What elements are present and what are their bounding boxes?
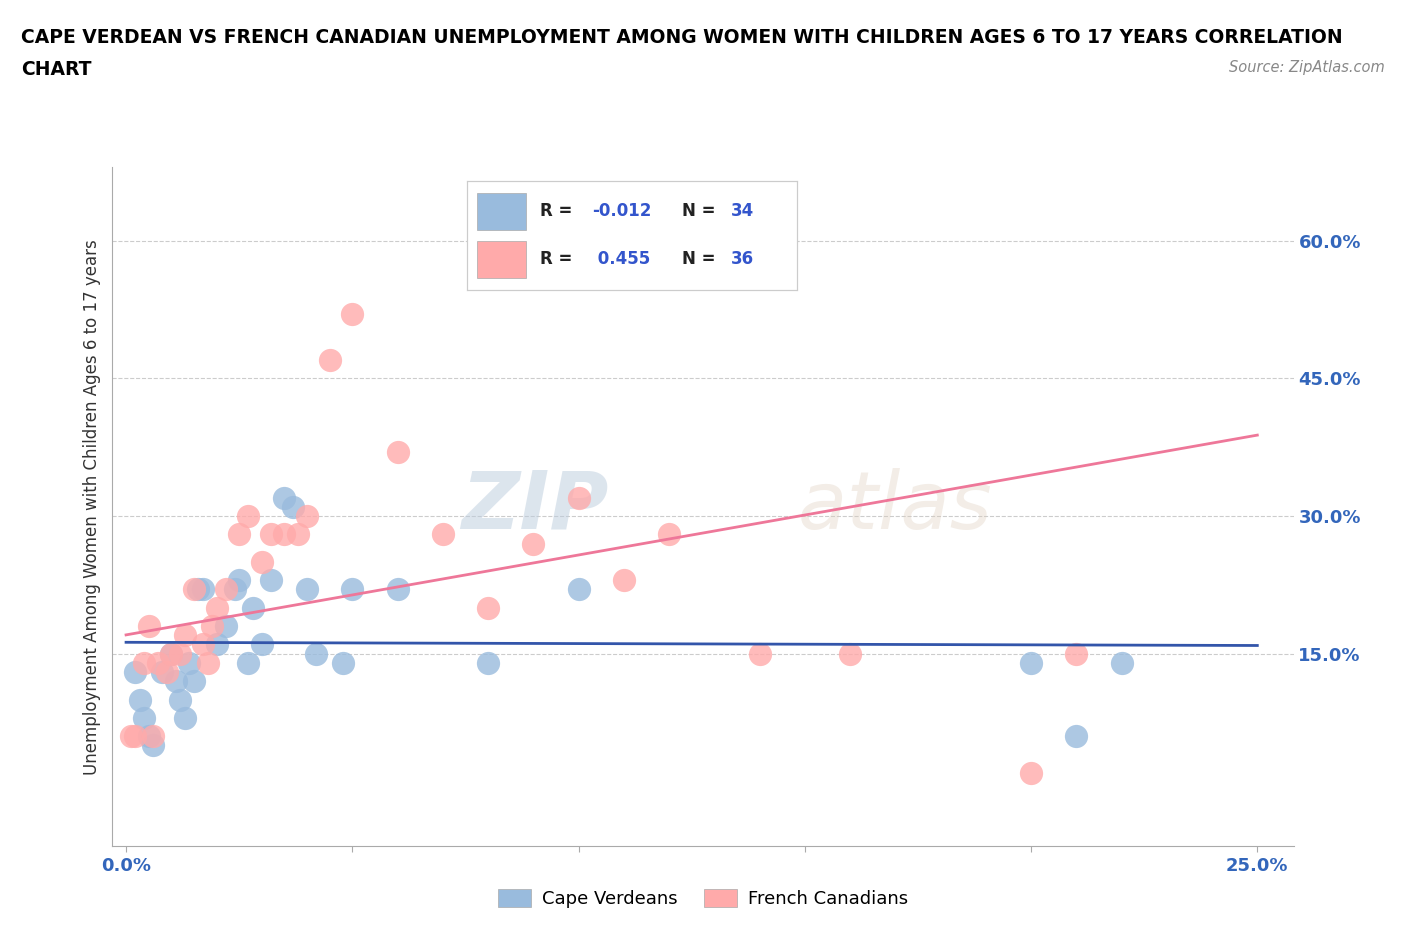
Point — [201, 618, 224, 633]
Point — [156, 665, 179, 680]
Point — [169, 692, 191, 707]
Point — [173, 711, 195, 725]
Point — [567, 582, 589, 597]
Point — [260, 573, 283, 588]
Point — [332, 656, 354, 671]
Text: ZIP: ZIP — [461, 468, 609, 546]
Point — [228, 527, 250, 542]
Point — [124, 665, 146, 680]
Point — [387, 582, 409, 597]
Y-axis label: Unemployment Among Women with Children Ages 6 to 17 years: Unemployment Among Women with Children A… — [83, 239, 101, 775]
Point — [658, 527, 681, 542]
Point — [138, 618, 160, 633]
Text: Source: ZipAtlas.com: Source: ZipAtlas.com — [1229, 60, 1385, 75]
Point — [305, 646, 328, 661]
Point — [1019, 656, 1042, 671]
Point — [522, 536, 544, 551]
Point — [477, 601, 499, 616]
Point — [187, 582, 209, 597]
Point — [179, 656, 201, 671]
Point — [214, 618, 236, 633]
Point — [197, 656, 219, 671]
Text: CHART: CHART — [21, 60, 91, 79]
Point — [150, 665, 173, 680]
Point — [138, 729, 160, 744]
Point — [1066, 646, 1088, 661]
Point — [160, 646, 183, 661]
Point — [1066, 729, 1088, 744]
Point — [432, 527, 454, 542]
Point — [1111, 656, 1133, 671]
Point — [228, 573, 250, 588]
Legend: Cape Verdeans, French Canadians: Cape Verdeans, French Canadians — [491, 882, 915, 915]
Point — [214, 582, 236, 597]
Point — [224, 582, 246, 597]
Text: CAPE VERDEAN VS FRENCH CANADIAN UNEMPLOYMENT AMONG WOMEN WITH CHILDREN AGES 6 TO: CAPE VERDEAN VS FRENCH CANADIAN UNEMPLOY… — [21, 28, 1343, 46]
Point — [295, 509, 318, 524]
Point — [387, 445, 409, 459]
Text: atlas: atlas — [797, 468, 993, 546]
Point — [191, 637, 214, 652]
Point — [183, 582, 205, 597]
Point — [238, 509, 260, 524]
Point — [124, 729, 146, 744]
Point — [173, 628, 195, 643]
Point — [120, 729, 142, 744]
Point — [273, 527, 295, 542]
Point — [342, 307, 364, 322]
Point — [134, 656, 156, 671]
Point — [242, 601, 264, 616]
Point — [318, 352, 340, 367]
Point — [273, 490, 295, 505]
Point — [134, 711, 156, 725]
Point — [1019, 765, 1042, 780]
Point — [477, 656, 499, 671]
Point — [183, 673, 205, 688]
Point — [567, 490, 589, 505]
Point — [839, 646, 862, 661]
Point — [142, 737, 165, 752]
Point — [142, 729, 165, 744]
Point — [260, 527, 283, 542]
Point — [160, 646, 183, 661]
Point — [287, 527, 309, 542]
Point — [128, 692, 150, 707]
Point — [250, 637, 273, 652]
Point — [165, 673, 187, 688]
Point — [295, 582, 318, 597]
Point — [169, 646, 191, 661]
Point — [748, 646, 770, 661]
Point — [283, 499, 305, 514]
Point — [613, 573, 636, 588]
Point — [146, 656, 169, 671]
Point — [342, 582, 364, 597]
Point — [205, 601, 228, 616]
Point — [191, 582, 214, 597]
Point — [250, 554, 273, 569]
Point — [238, 656, 260, 671]
Point — [205, 637, 228, 652]
